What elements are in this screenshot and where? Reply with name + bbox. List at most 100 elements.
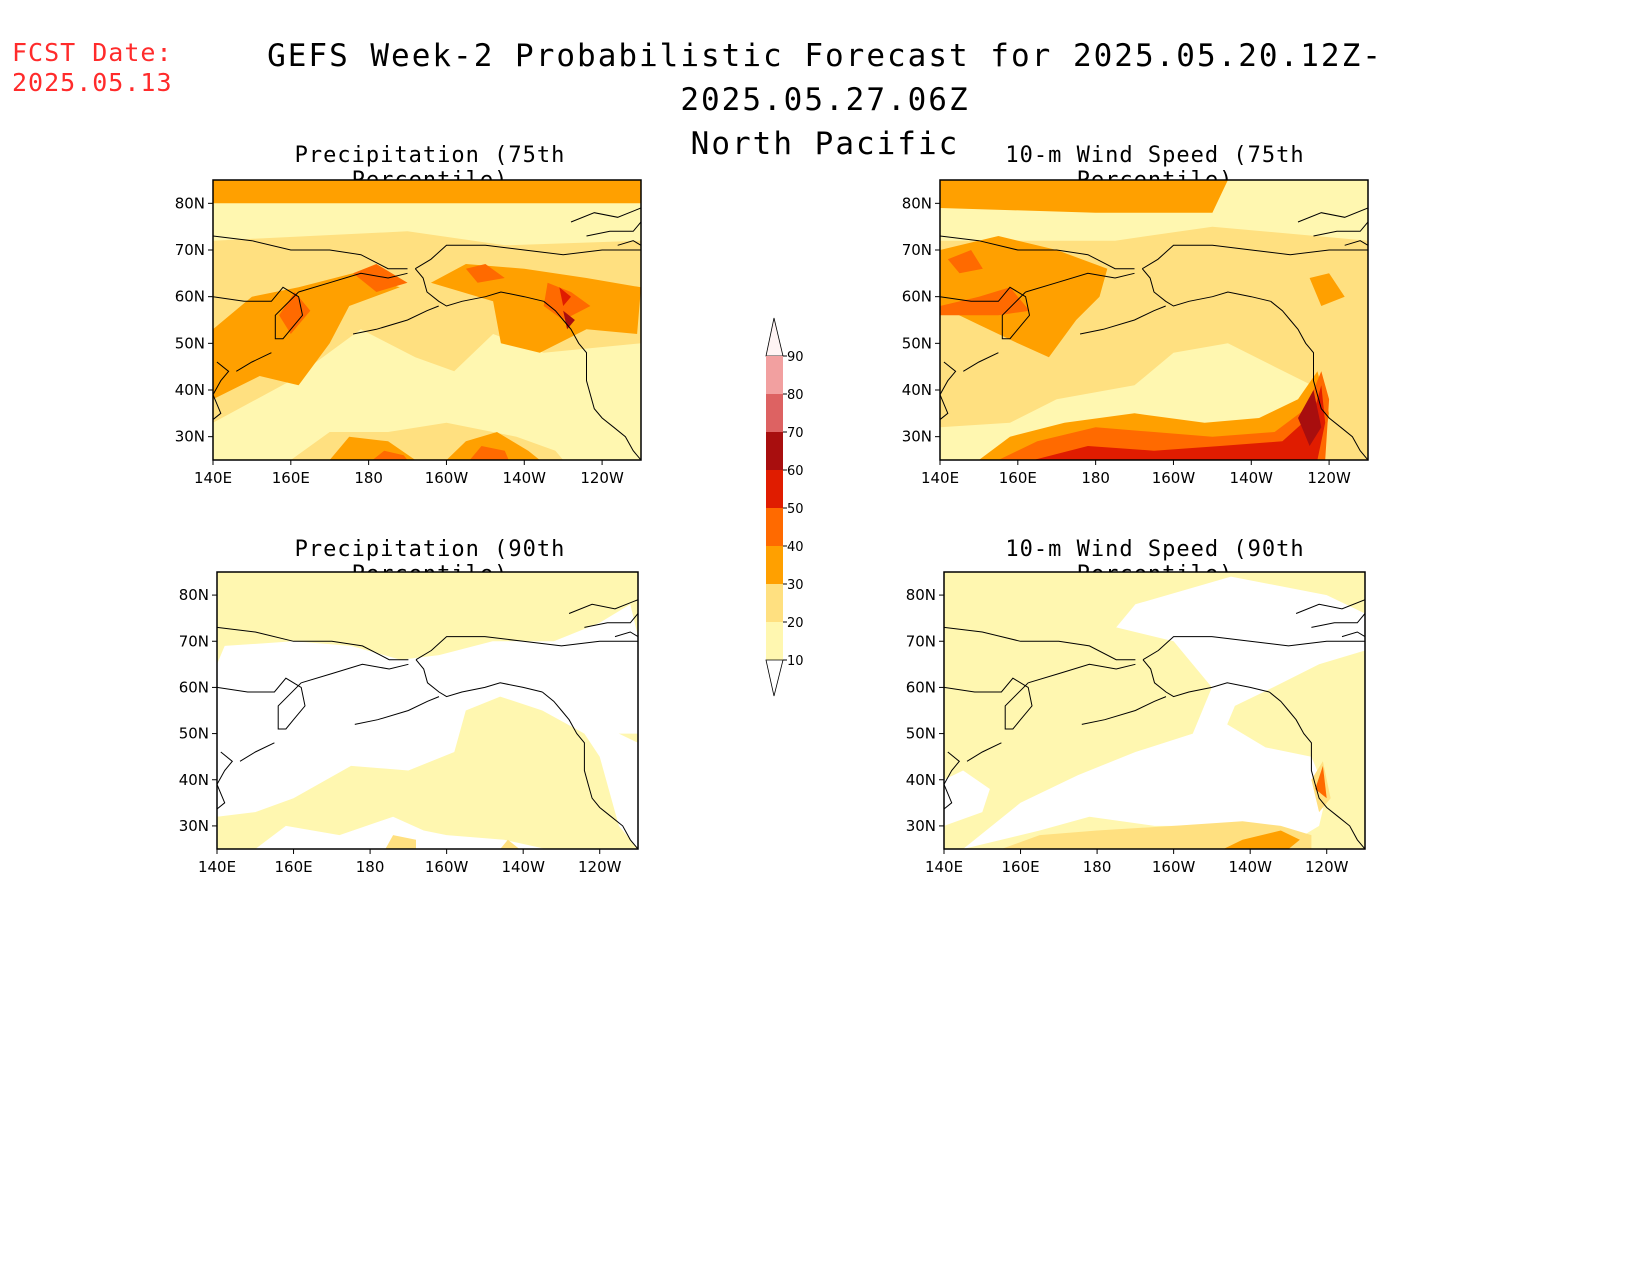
coastline-2-1 [940,235,1135,270]
probability-contour-1-4 [213,180,641,204]
coastline-1-5 [236,352,272,372]
lon-tick-label: 140E [921,469,959,487]
lon-tick-label: 160E [272,469,310,487]
probability-contour-3-6 [500,839,520,849]
colorbar-top-arrow [765,317,784,357]
coastline-2-12 [1344,240,1368,246]
probability-contour-2-9 [998,371,1330,460]
lat-tick-label: 50N [179,725,209,743]
coastline-1-3 [298,272,408,293]
lat-tick-label: 80N [906,586,936,604]
lon-tick-label: 160W [1152,469,1196,487]
map-frame [216,571,639,850]
lat-tick-label: 30N [906,817,936,835]
coastline-3-7 [415,659,543,698]
colorbar-label: 80 [787,388,804,403]
colorbar-label: 90 [787,350,804,365]
lon-tick-label: 120W [1305,858,1349,876]
coastline-3-4 [217,751,234,810]
coastline-2-9 [1270,300,1368,460]
lat-tick-label: 60N [902,288,932,306]
probability-contour-2-3 [940,180,1228,213]
lat-tick-label: 50N [175,334,205,352]
coastline-1-6 [415,244,641,270]
coastline-3-3 [301,663,409,684]
lat-tick-label: 80N [175,194,205,212]
lat-tick-label: 40N [902,381,932,399]
lon-tick-label: 160W [425,469,469,487]
probability-contour-2-6 [1309,273,1345,306]
probability-contour-4-4 [1001,821,1312,849]
lat-tick-label: 40N [906,771,936,789]
probability-contour-1-5 [213,273,400,400]
map-panel-1 [213,180,641,460]
lon-tick-label: 140W [501,858,545,876]
probability-contour-3-3 [255,816,547,849]
coastline-1-11 [586,221,641,237]
coastline-1-8 [353,305,439,335]
coastline-3-11 [584,613,638,628]
colorbar-swatch [766,622,783,660]
probability-contour-1-15 [559,287,571,306]
lon-tick-label: 120W [1307,469,1351,487]
lon-tick-label: 180 [1083,858,1112,876]
probability-contour-4-2 [963,576,1365,849]
coastline-2-7 [1141,268,1271,307]
colorbar-label: 70 [787,426,804,441]
lon-tick-label: 180 [354,469,383,487]
probability-contour-1-8 [446,432,540,460]
colorbar-label: 60 [787,464,804,479]
coastline-2-4 [940,361,957,421]
coastline-4-1 [944,626,1136,661]
coastline-1-7 [414,268,544,307]
colorbar-swatch [766,394,783,432]
probability-contour-4-5 [1223,830,1300,849]
map-frame [943,571,1366,850]
lon-tick-label: 180 [1081,469,1110,487]
colorbar-label: 10 [787,654,804,669]
coastline-2-11 [1313,221,1368,237]
colorbar-label: 50 [787,502,804,517]
fcst-date-caption: FCST Date: [12,38,173,67]
lat-tick-label: 80N [179,586,209,604]
coastline-1-12 [617,240,641,246]
lat-tick-label: 70N [175,241,205,259]
coastline-3-2 [217,677,306,730]
lat-tick-label: 60N [906,678,936,696]
fcst-date-value: 2025.05.13 [12,68,173,97]
coastline-3-1 [217,626,409,661]
lon-tick-label: 160E [274,858,312,876]
coastline-1-4 [213,361,230,421]
coastline-4-7 [1142,659,1270,698]
coastline-3-12 [614,631,638,638]
probability-contour-2-11 [1298,390,1322,446]
lat-tick-label: 60N [175,288,205,306]
colorbar-label: 30 [787,578,804,593]
coastline-4-6 [1142,636,1365,661]
probability-contour-1-9 [279,292,311,334]
lat-tick-label: 30N [179,817,209,835]
coastline-1-10 [570,207,641,223]
forecast-date-label: FCST Date: 2025.05.13 [12,38,173,98]
coastline-4-3 [1028,663,1136,684]
lat-tick-label: 50N [902,334,932,352]
map-panel-4 [944,572,1365,849]
probability-contour-2-10 [1033,385,1326,460]
probability-contour-1-10 [353,264,408,292]
probability-contour-4-3 [944,770,990,826]
probability-contour-1-6 [430,264,641,353]
map-frame [212,179,642,461]
coastline-1-9 [543,300,641,460]
lat-tick-label: 40N [175,381,205,399]
colorbar: 90 80 70 60 50 40 30 20 10 [765,317,804,697]
coastline-3-6 [415,636,638,661]
map-frame [939,179,1369,461]
lon-tick-label: 140E [194,469,232,487]
colorbar-bottom-arrow [765,659,784,697]
coastline-1-2 [213,286,304,340]
lat-tick-label: 50N [906,725,936,743]
colorbar-swatch [766,546,783,584]
coastline-3-8 [354,696,440,725]
lat-tick-label: 60N [179,678,209,696]
